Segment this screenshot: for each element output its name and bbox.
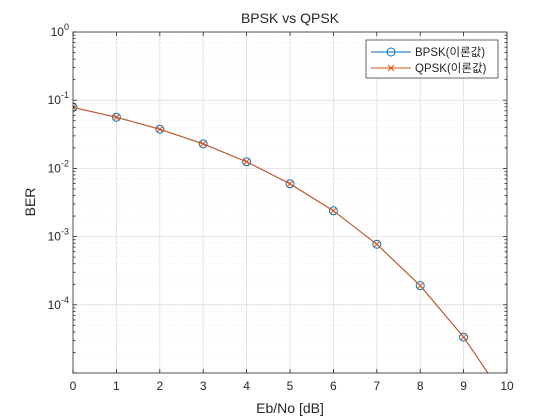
x-tick-label: 9 [460, 379, 467, 393]
series-layer [73, 102, 489, 373]
legend: BPSK(이론값) QPSK(이론값) [365, 39, 499, 79]
series-1-point [460, 333, 467, 341]
x-tick-label: 3 [200, 379, 207, 393]
series-1-point [373, 240, 381, 248]
series-1-point [113, 113, 120, 121]
x-tick-label: 2 [156, 379, 163, 393]
series-0-point [242, 157, 252, 167]
series-0-point [415, 281, 425, 291]
legend-marker-qpsk [387, 64, 395, 72]
legend-marker-bpsk [386, 47, 396, 57]
series-1-point [416, 282, 424, 289]
x-tick-label: 1 [113, 379, 120, 393]
series-0-point [198, 139, 208, 149]
y-tick-label: 10-1 [48, 90, 69, 107]
axis-ticks: 0 1 2 3 4 5 6 7 8 9 10 100 10-1 10-2 10-3 10-4 [48, 22, 514, 393]
grid [73, 32, 507, 373]
x-tick-label: 6 [330, 379, 337, 393]
legend-entry-qpsk: QPSK(이론값) [371, 62, 487, 75]
series-1-point [73, 103, 77, 111]
series-0-point [459, 332, 469, 342]
x-tick-label: 10 [500, 379, 514, 393]
y-tick-label: 10-2 [48, 158, 69, 175]
x-tick-label: 7 [373, 379, 380, 393]
series-1-point [156, 125, 164, 133]
legend-label-qpsk: QPSK(이론값) [415, 62, 487, 75]
x-tick-label: 4 [243, 379, 250, 393]
series-1-point [330, 207, 337, 215]
series-1-point [286, 180, 294, 188]
series-0-point [285, 179, 295, 189]
x-tick-label: 0 [70, 379, 77, 393]
y-axis-label: BER [22, 188, 38, 217]
series-1-point [199, 140, 207, 148]
series-1-point [243, 158, 250, 166]
legend-box [365, 39, 499, 79]
y-tick-label: 10-4 [48, 295, 69, 312]
chart-title: BPSK vs QPSK [241, 10, 340, 26]
x-tick-label: 8 [417, 379, 424, 393]
series-0-point [372, 239, 382, 249]
series-0-point [328, 206, 338, 216]
y-tick-label: 100 [51, 22, 69, 39]
legend-label-bpsk: BPSK(이론값) [415, 46, 485, 59]
x-axis-label: Eb/No [dB] [256, 400, 324, 416]
y-tick-label: 10-3 [48, 227, 69, 244]
series-0-point [73, 102, 78, 112]
x-tick-label: 5 [287, 379, 294, 393]
legend-entry-bpsk: BPSK(이론값) [371, 46, 485, 59]
series-0-point [155, 124, 165, 134]
series-0-point [111, 112, 121, 122]
